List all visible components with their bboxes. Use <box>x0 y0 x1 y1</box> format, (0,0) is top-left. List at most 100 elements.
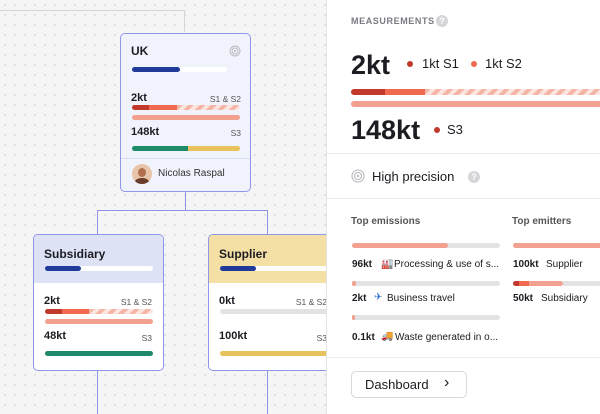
measurements-panel: MEASUREMENTS ? 2kt 1kt S1 1kt S2 148kt S… <box>326 0 600 414</box>
dashboard-label: Dashboard <box>365 377 429 392</box>
divider <box>327 198 600 199</box>
scope3-bar-green <box>132 146 188 151</box>
scope3-bar <box>45 351 153 356</box>
emitter-s1-bar <box>513 281 519 286</box>
chevron-right-icon: › <box>444 374 450 391</box>
connector-horizontal <box>97 210 267 211</box>
emission-label[interactable]: Business travel <box>387 293 455 304</box>
scope3-bar <box>220 351 326 356</box>
scope12-value: 2kt <box>44 295 60 307</box>
s1-dot <box>407 61 413 67</box>
emitter-label[interactable]: Supplier <box>546 259 583 270</box>
s3-label: S3 <box>447 122 463 137</box>
precision-label: High precision <box>372 169 455 184</box>
connector-supplier-down <box>267 371 268 414</box>
node-card-subsidiary[interactable]: Subsidiary 2kt S1 & S2 48kt S3 <box>33 234 164 371</box>
help-icon[interactable]: ? <box>468 171 480 183</box>
owner-name: Nicolas Raspal <box>158 168 225 179</box>
scope12-secondary-bar <box>351 101 600 107</box>
emission-value: 2kt <box>352 293 367 304</box>
truck-icon: 🚚 <box>381 331 394 342</box>
scope3-value: 148kt <box>131 126 160 138</box>
emission-fill <box>352 315 355 320</box>
connector-subsidiary <box>97 210 98 234</box>
connector-top <box>184 10 185 32</box>
emission-label[interactable]: Processing & use of s... <box>394 259 500 270</box>
connector-supplier <box>267 210 268 234</box>
scope12-value: 2kt <box>131 92 147 104</box>
card-header <box>34 235 163 283</box>
card-header <box>209 235 326 283</box>
node-card-supplier[interactable]: Supplier 0kt S1 & S2 100kt S3 <box>208 234 326 371</box>
scope12-remaining-bar <box>177 105 240 110</box>
emission-value: 0.1kt <box>352 332 375 343</box>
scope12-remaining-bar <box>425 89 600 95</box>
s2-bar <box>62 309 89 314</box>
connector-uk-down <box>185 192 186 210</box>
panel-header: MEASUREMENTS <box>351 16 435 26</box>
card-divider <box>121 158 250 159</box>
divider <box>327 357 600 358</box>
scope3-tag: S3 <box>316 333 326 343</box>
scope3-tag: S3 <box>230 128 241 138</box>
scope12-value: 0kt <box>219 295 235 307</box>
progress-fill <box>132 67 180 72</box>
node-card-uk[interactable]: UK 2kt S1 & S2 148kt S3 Nicolas Raspal <box>120 33 251 192</box>
scope3-bar-gold <box>188 146 240 151</box>
divider <box>327 153 600 154</box>
s1-bar <box>351 89 385 95</box>
avatar <box>132 164 152 184</box>
fingerprint-icon <box>229 45 241 57</box>
scope3-value: 48kt <box>44 330 67 342</box>
emission-fill <box>352 243 448 248</box>
scope3-tag: S3 <box>141 333 152 343</box>
scope12-tag: S1 & S2 <box>209 94 241 104</box>
help-icon[interactable]: ? <box>436 15 448 27</box>
emission-track <box>352 315 500 320</box>
emission-track <box>352 281 500 286</box>
scope12-secondary-bar <box>45 319 153 324</box>
progress-fill <box>220 266 256 271</box>
org-tree-canvas[interactable]: UK 2kt S1 & S2 148kt S3 Nicolas Raspal S… <box>0 0 326 414</box>
emitter-s2-bar <box>519 281 529 286</box>
progress-fill <box>45 266 81 271</box>
emission-label[interactable]: Waste generated in o... <box>395 332 499 343</box>
connector-top-horizontal <box>0 10 185 11</box>
scope12-secondary-bar <box>132 115 240 120</box>
top-emissions-title: Top emissions <box>351 216 421 227</box>
progress-track <box>220 266 326 271</box>
s1-label: 1kt S1 <box>422 56 459 71</box>
airplane-icon: ✈ <box>374 292 383 303</box>
scope3-value: 100kt <box>219 330 248 342</box>
emitter-s3-bar <box>529 281 563 286</box>
scope12-tag: S1 & S2 <box>295 297 326 307</box>
emitter-track <box>563 281 600 286</box>
s1-bar <box>132 105 149 110</box>
scope3-total: 148kt <box>351 115 421 145</box>
dashboard-button[interactable]: Dashboard › <box>351 371 467 398</box>
scope12-remaining-bar <box>89 309 153 314</box>
s3-dot <box>434 127 440 133</box>
fingerprint-icon <box>351 169 365 183</box>
scope12-bar <box>220 309 326 314</box>
node-title: Subsidiary <box>44 247 106 261</box>
emission-value: 96kt <box>352 259 373 270</box>
emitter-label[interactable]: Subsidiary <box>541 293 588 304</box>
s2-dot <box>471 61 477 67</box>
emission-fill <box>352 281 356 286</box>
node-title: UK <box>131 44 149 58</box>
emitter-value: 100kt <box>513 259 539 270</box>
emitter-value: 50kt <box>513 293 534 304</box>
progress-track <box>45 266 153 271</box>
factory-icon: 🏭 <box>381 259 394 270</box>
s2-label: 1kt S2 <box>485 56 522 71</box>
scope12-total: 2kt <box>351 50 391 80</box>
top-emitters-title: Top emitters <box>512 216 572 227</box>
s1-bar <box>45 309 62 314</box>
connector-subsidiary-down <box>97 371 98 414</box>
s2-bar <box>385 89 425 95</box>
emitter-bar <box>513 243 600 248</box>
s2-bar <box>149 105 177 110</box>
scope12-tag: S1 & S2 <box>120 297 152 307</box>
node-title: Supplier <box>219 247 268 261</box>
